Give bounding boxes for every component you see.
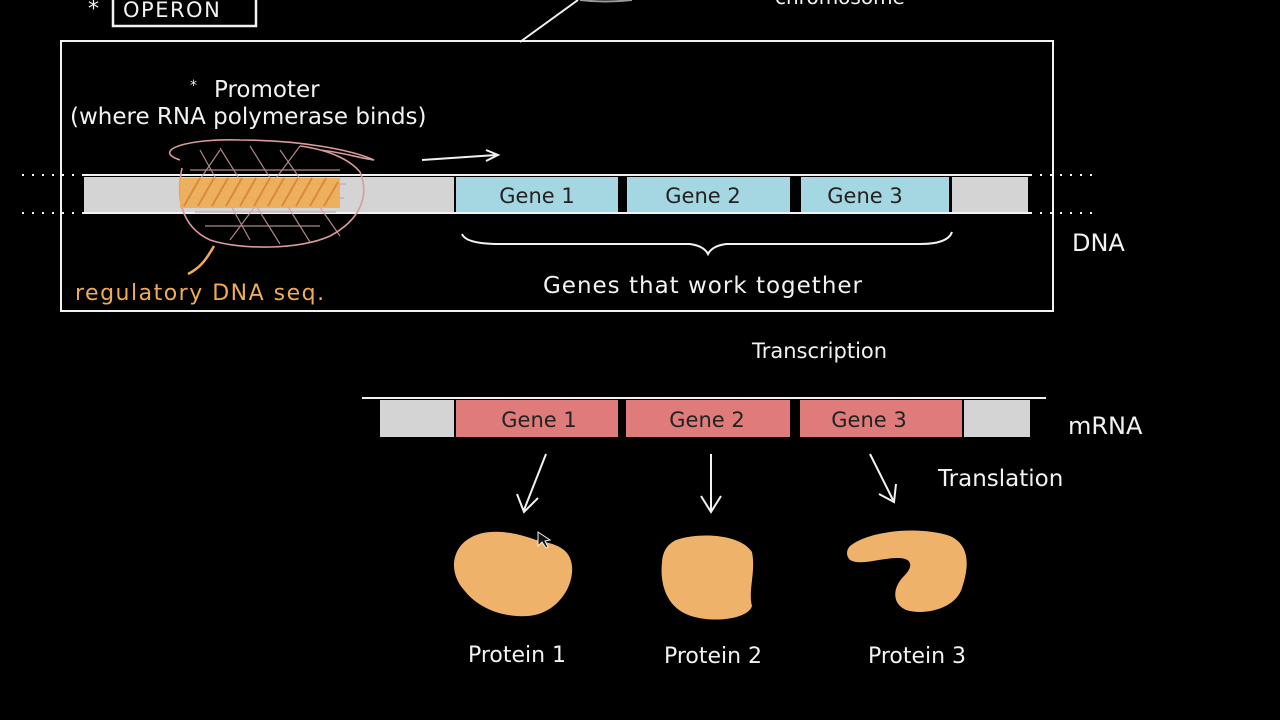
mrna-strand: Gene 1 Gene 2 Gene 3 [362, 397, 1046, 437]
mrna-gene-3-label: Gene 3 [831, 408, 906, 432]
dna-gene-1 [456, 177, 618, 212]
cursor-icon [537, 531, 552, 549]
regulatory-label: regulatory DNA seq. [75, 281, 326, 306]
promoter-note: (where RNA polymerase binds) [70, 104, 427, 130]
protein-1-shape [453, 531, 573, 617]
translation-label: Translation [937, 466, 1063, 492]
mrna-trailer-region [964, 400, 1030, 437]
regulatory-sequence-hatch [183, 177, 339, 207]
connector-line [519, 0, 579, 43]
promoter-title: Promoter [214, 77, 320, 103]
dna-gene-2 [627, 177, 790, 212]
translation-arrows [516, 453, 897, 514]
promoter-annotation: * Promoter (where RNA polymerase binds) [70, 77, 501, 162]
mrna-gene-2 [626, 400, 790, 437]
chromosome-connector: chromosome [519, 0, 905, 43]
arrow-protein-1 [523, 453, 547, 511]
chromosome-fragment-label: chromosome [775, 0, 905, 9]
regulatory-pointer [187, 245, 216, 276]
arrow-protein-3-head-icon [878, 483, 897, 504]
promoter-bullet: * [190, 78, 197, 94]
protein-3-shape [847, 530, 967, 612]
mrna-label: mRNA [1068, 412, 1143, 440]
transcription-label: Transcription [751, 339, 887, 363]
regulatory-sequence-box [180, 178, 340, 208]
genes-brace-label: Genes that work together [543, 273, 863, 299]
mrna-gene-2-label: Gene 2 [669, 408, 744, 432]
mrna-gene-3 [800, 400, 962, 437]
mrna-gene-1 [456, 400, 618, 437]
mrna-gene-1-label: Gene 1 [501, 408, 576, 432]
operon-star: * [88, 0, 99, 22]
protein-3-label: Protein 3 [868, 644, 966, 669]
genes-brace [461, 231, 953, 257]
arrow-protein-2-head-icon [700, 495, 722, 514]
operon-label-box [111, 0, 258, 28]
arrowhead-icon [485, 149, 501, 162]
transcription-direction-arrow [421, 154, 497, 161]
chromosome-fragment [579, 0, 633, 3]
regulatory-sequence-highlight: regulatory DNA seq. [75, 138, 375, 306]
protein-1-label: Protein 1 [468, 643, 566, 668]
operon-box [60, 40, 1054, 312]
dna-gene-3-label: Gene 3 [827, 184, 902, 208]
operon-title: * OPERON [88, 0, 258, 28]
mrna-leader-region [380, 400, 454, 437]
arrow-protein-3 [869, 453, 894, 501]
arrow-protein-1-head-icon [516, 493, 539, 514]
promoter-scribble-outline [168, 138, 375, 248]
dna-trailer-region [952, 177, 1028, 212]
protein-2-shape [661, 535, 754, 620]
dna-gene-3 [801, 177, 949, 212]
protein-2-label: Protein 2 [664, 644, 762, 669]
dna-label: DNA [1072, 229, 1125, 257]
dna-gene-2-label: Gene 2 [665, 184, 740, 208]
operon-label: OPERON [123, 0, 221, 22]
proteins: Protein 1 Protein 2 Protein 3 [453, 530, 967, 669]
dna-gene-1-label: Gene 1 [499, 184, 574, 208]
